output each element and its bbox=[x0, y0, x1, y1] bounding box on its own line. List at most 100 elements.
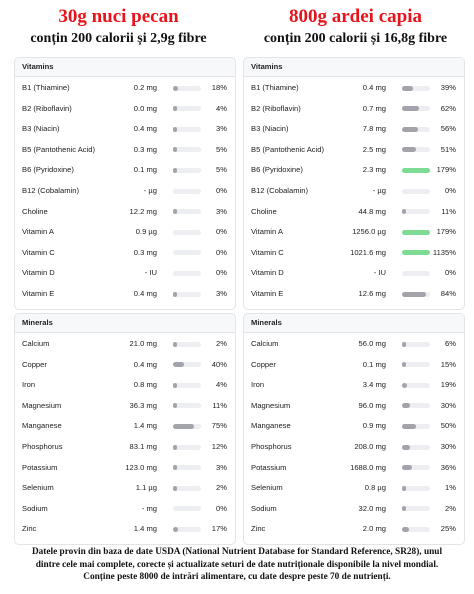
bar bbox=[173, 423, 194, 429]
bar-track bbox=[402, 209, 430, 215]
nutrient-percent: 4% bbox=[216, 103, 227, 113]
nutrient-percent: 0% bbox=[216, 227, 227, 237]
nutrient-name: B5 (Pantothenic Acid) bbox=[251, 144, 325, 154]
nutrient-name: Manganese bbox=[251, 421, 291, 431]
nutrient-name: Potassium bbox=[22, 462, 58, 472]
nutrient-amount: 56.0 mg bbox=[358, 339, 386, 348]
bar bbox=[173, 106, 177, 112]
bar-track bbox=[402, 126, 430, 132]
nutrient-amount: 0.4 mg bbox=[133, 359, 157, 369]
section-title: Minerals bbox=[22, 318, 53, 327]
nutrient-name: B5 (Pantothenic Acid) bbox=[22, 144, 96, 154]
nutrient-amount: 1021.6 mg bbox=[350, 247, 386, 257]
nutrient-percent: 30% bbox=[440, 400, 456, 410]
nutrient-name: Zinc bbox=[251, 524, 266, 534]
bar-track bbox=[402, 485, 430, 491]
nutrient-percent: 56% bbox=[440, 124, 456, 134]
nutrient-name: Choline bbox=[22, 206, 48, 216]
bar bbox=[173, 147, 177, 153]
nutrient-percent: 0% bbox=[216, 186, 227, 195]
nutrient-amount: 0.8 mg bbox=[133, 380, 157, 390]
nutrient-name: Phosphorus bbox=[251, 442, 292, 451]
nutrient-amount: 208.0 mg bbox=[354, 442, 386, 451]
nutrient-amount: 21.0 mg bbox=[129, 339, 157, 348]
nutrient-percent: 0% bbox=[445, 268, 456, 278]
nutrient-amount: 0.3 mg bbox=[133, 144, 157, 154]
section-title: Minerals bbox=[251, 318, 282, 327]
bar bbox=[173, 526, 178, 532]
nutrient-amount: 0.4 mg bbox=[133, 124, 157, 134]
bar-track bbox=[173, 270, 201, 276]
nutrient-amount: - µg bbox=[372, 186, 386, 195]
nutrient-name: B3 (Niacin) bbox=[22, 124, 60, 134]
bar-track bbox=[402, 444, 430, 450]
bar-track bbox=[173, 465, 201, 471]
nutrient-amount: 0.2 mg bbox=[133, 83, 157, 92]
bar-track bbox=[173, 167, 201, 173]
nutrient-percent: 5% bbox=[216, 144, 227, 154]
nutrient-name: Selenium bbox=[22, 483, 54, 493]
nutrient-amount: 0.4 mg bbox=[362, 83, 386, 92]
bar bbox=[402, 291, 426, 297]
bar-track bbox=[402, 506, 430, 512]
bar bbox=[402, 444, 411, 450]
bar-track bbox=[173, 85, 201, 91]
nutrient-name: Sodium bbox=[251, 503, 277, 513]
nutrient-amount: 2.3 mg bbox=[362, 165, 386, 175]
nutrient-name: Calcium bbox=[251, 339, 279, 348]
nutrient-name: Magnesium bbox=[251, 400, 291, 410]
bar bbox=[402, 382, 408, 388]
column-title: 800g ardei capia bbox=[289, 6, 422, 27]
panel-header bbox=[244, 58, 464, 77]
nutrient-percent: 0% bbox=[216, 268, 227, 278]
nutrient-name: Calcium bbox=[22, 339, 50, 348]
nutrient-amount: 36.3 mg bbox=[129, 400, 157, 410]
nutrient-percent: 3% bbox=[216, 206, 227, 216]
nutrient-amount: 2.0 mg bbox=[362, 524, 386, 534]
nutrient-amount: 12.2 mg bbox=[129, 206, 157, 216]
bar bbox=[402, 106, 420, 112]
nutrient-name: B12 (Cobalamin) bbox=[251, 186, 308, 195]
nutrient-amount: - µg bbox=[143, 186, 157, 195]
bar bbox=[173, 209, 177, 215]
bar bbox=[402, 362, 407, 368]
nutrient-amount: 0.4 mg bbox=[133, 289, 157, 298]
nutrient-percent: 0% bbox=[445, 186, 456, 195]
bar-track bbox=[402, 382, 430, 388]
bar bbox=[173, 444, 177, 450]
bar-track bbox=[173, 126, 201, 132]
nutrient-percent: 2% bbox=[216, 483, 227, 493]
nutrient-name: Vitamin C bbox=[22, 247, 55, 257]
nutrient-percent: 12% bbox=[211, 442, 227, 451]
bar bbox=[173, 85, 179, 91]
bar bbox=[402, 403, 411, 409]
nutrient-name: Magnesium bbox=[22, 400, 62, 410]
bar bbox=[173, 362, 185, 368]
bar bbox=[402, 506, 406, 512]
nutrient-percent: 2% bbox=[445, 503, 456, 513]
bar-track bbox=[402, 147, 430, 153]
bar-track bbox=[173, 362, 201, 368]
nutrient-percent: 30% bbox=[440, 442, 456, 451]
nutrient-percent: 3% bbox=[216, 124, 227, 134]
bar-track bbox=[173, 444, 201, 450]
nutrient-percent: 4% bbox=[216, 380, 227, 390]
nutrient-amount: 1.4 mg bbox=[133, 524, 157, 534]
nutrient-amount: - mg bbox=[141, 503, 157, 513]
bar-track bbox=[173, 423, 201, 429]
bar-track bbox=[173, 382, 201, 388]
panel-header bbox=[15, 314, 235, 333]
nutrient-percent: 179% bbox=[436, 165, 456, 175]
bar-track bbox=[402, 465, 430, 471]
nutrient-percent: 11% bbox=[441, 206, 456, 216]
nutrient-name: Choline bbox=[251, 206, 277, 216]
nutrient-amount: 32.0 mg bbox=[358, 503, 386, 513]
bar-track bbox=[402, 106, 430, 112]
bar-track bbox=[402, 167, 430, 173]
nutrient-name: B1 (Thiamine) bbox=[251, 83, 299, 92]
nutrient-panel: Minerals Calcium 56.0 mg 6% Copper 0.1 mg 15% I… bbox=[243, 313, 465, 545]
nutrient-percent: 0% bbox=[216, 503, 227, 513]
bar bbox=[402, 126, 418, 132]
nutrient-percent: 2% bbox=[216, 339, 227, 348]
bar-track bbox=[173, 485, 201, 491]
